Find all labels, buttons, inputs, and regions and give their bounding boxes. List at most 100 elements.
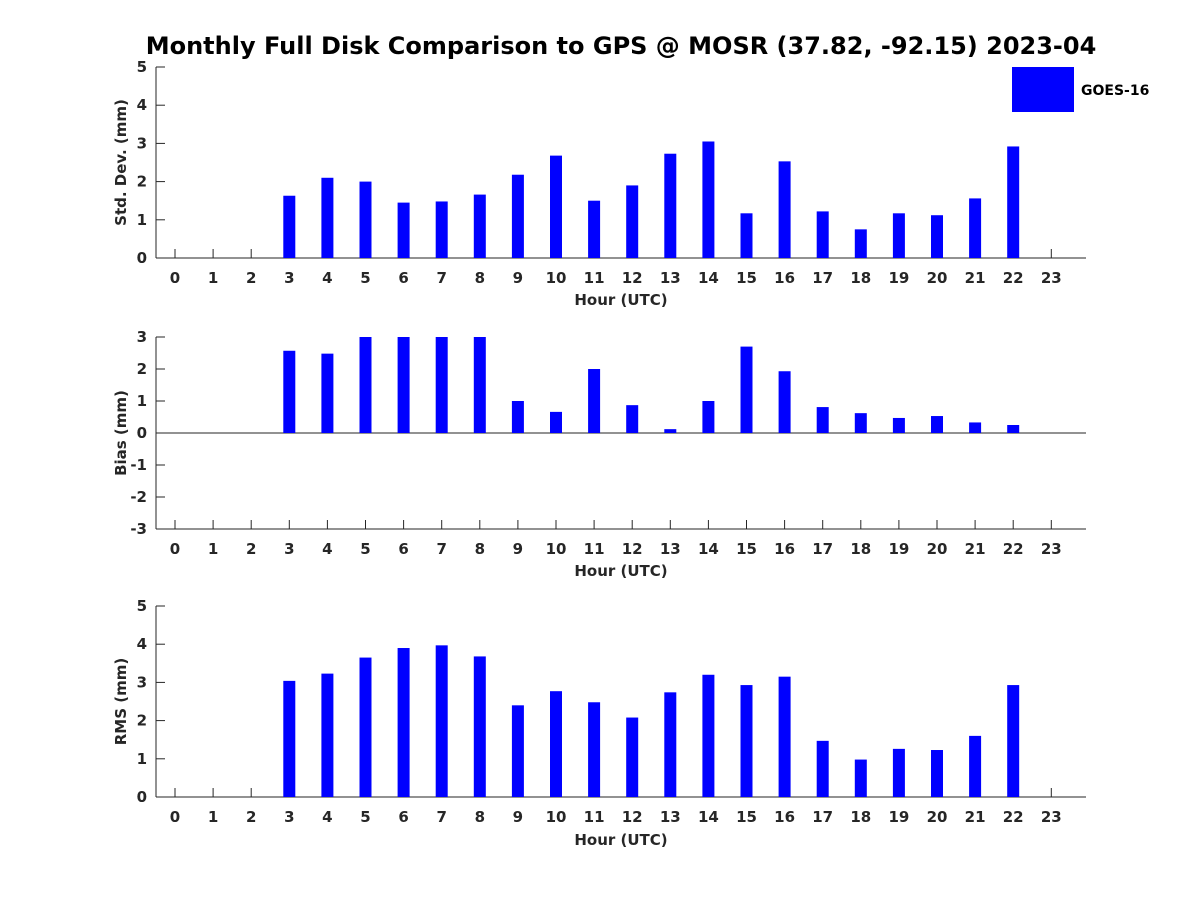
x-tick-label: 9	[513, 269, 523, 287]
x-tick-label: 7	[436, 808, 446, 826]
bar-hour-19	[892, 417, 905, 433]
x-tick-label: 19	[888, 808, 909, 826]
x-tick-label: 11	[584, 269, 605, 287]
bar-hour-14	[702, 674, 715, 797]
bar-hour-14	[702, 141, 715, 258]
x-tick-label: 6	[398, 269, 408, 287]
bar-hour-21	[969, 735, 982, 797]
y-tick-label: -2	[130, 488, 147, 506]
y-tick-label: 1	[137, 750, 147, 768]
x-tick-label: 12	[622, 540, 643, 558]
y-tick-label: 0	[137, 424, 147, 442]
x-tick-label: 15	[736, 808, 757, 826]
x-tick-label: 18	[850, 540, 871, 558]
x-tick-label: 12	[622, 808, 643, 826]
bar-hour-4	[321, 673, 334, 797]
x-tick-label: 9	[513, 540, 523, 558]
x-tick-label: 20	[927, 269, 948, 287]
bar-hour-12	[626, 717, 639, 797]
bar-hour-13	[664, 153, 677, 258]
x-tick-label: 16	[774, 808, 795, 826]
y-tick-label: 1	[137, 392, 147, 410]
x-axis-label: Hour (UTC)	[574, 562, 667, 580]
bar-hour-11	[588, 200, 601, 258]
bar-hour-3	[283, 350, 296, 433]
y-tick-label: 2	[137, 712, 147, 730]
x-tick-label: 10	[546, 540, 567, 558]
bar-hour-17	[816, 740, 829, 797]
x-tick-label: 8	[475, 540, 485, 558]
x-tick-label: 21	[965, 540, 986, 558]
y-axis-label: Std. Dev. (mm)	[112, 99, 130, 226]
x-tick-label: 2	[246, 808, 256, 826]
bar-hour-9	[511, 401, 524, 433]
x-tick-label: 13	[660, 808, 681, 826]
x-tick-label: 3	[284, 269, 294, 287]
x-tick-label: 17	[812, 808, 833, 826]
x-tick-label: 7	[436, 540, 446, 558]
y-tick-label: 3	[137, 328, 147, 346]
y-tick-label: 5	[137, 597, 147, 615]
bar-hour-10	[550, 155, 562, 258]
x-tick-label: 6	[398, 540, 408, 558]
y-tick-label: 3	[137, 134, 147, 152]
bar-hour-3	[283, 680, 296, 797]
bar-hour-5	[359, 657, 372, 797]
x-tick-label: 18	[850, 808, 871, 826]
bar-hour-22	[1007, 685, 1020, 797]
x-tick-label: 13	[660, 540, 681, 558]
x-tick-label: 13	[660, 269, 681, 287]
y-tick-label: 2	[137, 173, 147, 191]
x-tick-label: 22	[1003, 540, 1024, 558]
x-tick-label: 23	[1041, 808, 1062, 826]
y-tick-label: 0	[137, 788, 147, 806]
x-tick-label: 20	[927, 808, 948, 826]
y-tick-label: 5	[137, 58, 147, 76]
legend: GOES-16	[1012, 67, 1149, 112]
bar-hour-6	[397, 337, 410, 433]
bar-hour-5	[359, 181, 372, 258]
x-tick-label: 3	[284, 540, 294, 558]
bar-hour-16	[778, 161, 791, 258]
y-tick-label: -3	[130, 520, 147, 538]
x-tick-label: 5	[360, 808, 370, 826]
bar-hour-15	[740, 213, 753, 258]
bar-hour-9	[511, 705, 524, 797]
x-tick-label: 22	[1003, 269, 1024, 287]
x-tick-label: 3	[284, 808, 294, 826]
y-tick-label: 4	[137, 96, 147, 114]
x-tick-label: 22	[1003, 808, 1024, 826]
x-tick-label: 0	[170, 269, 180, 287]
x-tick-label: 10	[546, 269, 567, 287]
x-tick-label: 8	[475, 269, 485, 287]
x-tick-label: 1	[208, 808, 218, 826]
x-tick-label: 8	[475, 808, 485, 826]
bar-hour-21	[969, 422, 982, 433]
x-tick-label: 14	[698, 269, 719, 287]
x-tick-label: 14	[698, 808, 719, 826]
bar-hour-7	[435, 201, 448, 258]
x-tick-label: 21	[965, 269, 986, 287]
bar-hour-16	[778, 371, 791, 433]
x-tick-label: 19	[888, 540, 909, 558]
bar-hour-13	[664, 692, 677, 797]
bar-hour-12	[626, 185, 639, 258]
bar-hour-9	[511, 174, 524, 258]
bar-hour-10	[550, 691, 562, 797]
x-tick-label: 1	[208, 540, 218, 558]
bar-hour-20	[931, 750, 943, 797]
y-tick-label: 3	[137, 673, 147, 691]
bar-hour-20	[931, 416, 943, 433]
bar-hour-3	[283, 195, 296, 258]
x-tick-label: 17	[812, 269, 833, 287]
x-tick-label: 0	[170, 540, 180, 558]
x-tick-label: 23	[1041, 540, 1062, 558]
x-tick-label: 2	[246, 540, 256, 558]
bar-hour-12	[626, 405, 639, 433]
bar-hour-13	[664, 429, 677, 433]
bar-hour-17	[816, 407, 829, 433]
x-tick-label: 2	[246, 269, 256, 287]
